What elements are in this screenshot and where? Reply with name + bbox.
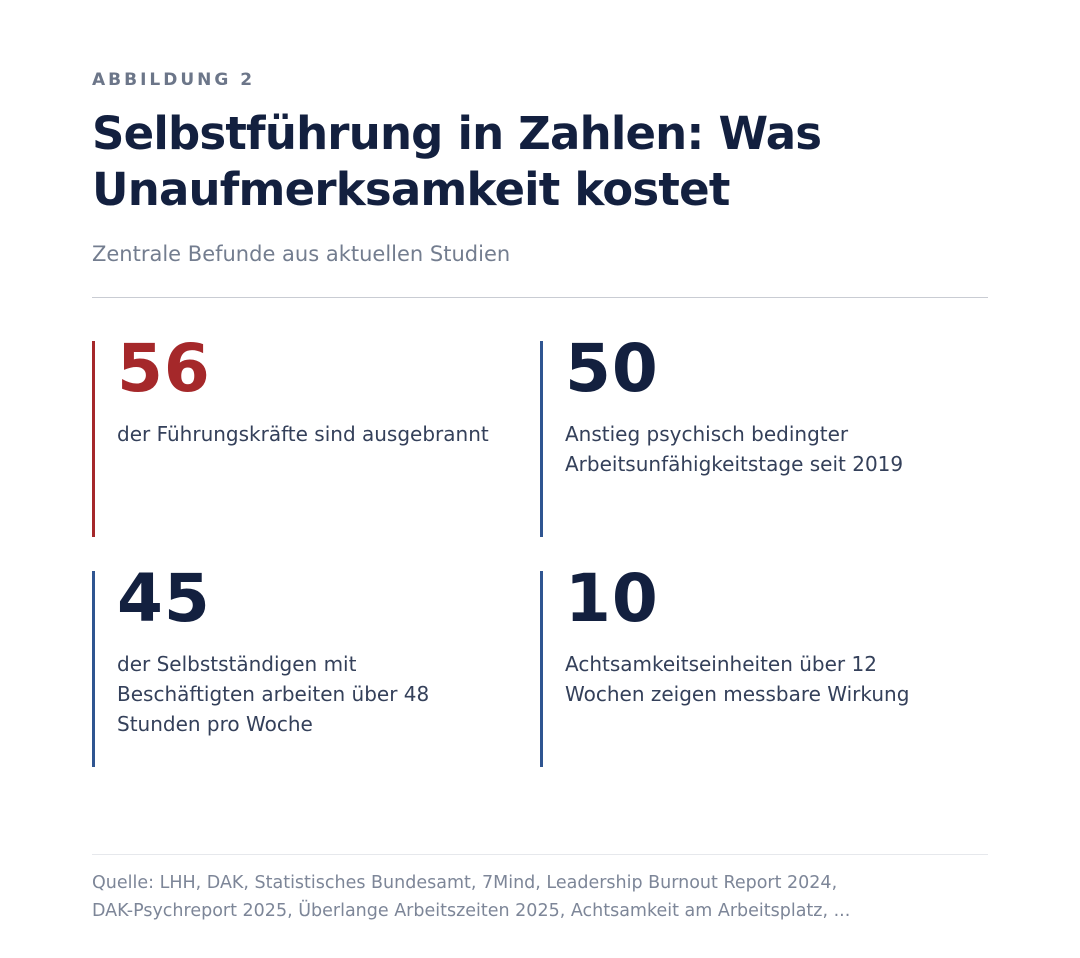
stat-value: 45 <box>117 560 211 637</box>
header-divider <box>92 297 988 298</box>
stat-card-working-hours: 45 der Selbstständigen mit Beschäftigten… <box>92 560 495 767</box>
stat-card-burnout: 56 der Führungskräfte sind ausgebrannt <box>92 330 495 537</box>
stat-value: 10 <box>565 560 659 637</box>
stat-label: Anstieg psychisch bedingter Arbeitsunfäh… <box>565 422 904 476</box>
stat-value: 56 <box>117 330 211 407</box>
stat-card-mindfulness: 10 Achtsamkeitseinheiten über 12 Wochen … <box>540 560 943 767</box>
source-line: DAK-Psychreport 2025, Überlange Arbeitsz… <box>92 901 851 921</box>
source-note: Quelle: LHH, DAK, Statistisches Bundesam… <box>92 869 988 925</box>
stat-label: der Führungskräfte sind ausgebrannt <box>117 422 489 446</box>
source-divider <box>92 854 988 855</box>
source-line: Quelle: LHH, DAK, Statistisches Bundesam… <box>92 873 838 893</box>
stat-label: Achtsamkeitseinheiten über 12 Wochen zei… <box>565 652 910 706</box>
figure-label: ABBILDUNG 2 <box>92 70 256 90</box>
figure-title: Selbstführung in Zahlen: Was Unaufmerksa… <box>92 107 822 216</box>
stat-value: 50 <box>565 330 659 407</box>
figure: ABBILDUNG 2 Selbstführung in Zahlen: Was… <box>92 0 988 958</box>
stat-card-sick-days: 50 Anstieg psychisch bedingter Arbeitsun… <box>540 330 943 537</box>
stat-label: der Selbstständigen mit Beschäftigten ar… <box>117 652 430 736</box>
figure-subtitle: Zentrale Befunde aus aktuellen Studien <box>92 242 511 266</box>
